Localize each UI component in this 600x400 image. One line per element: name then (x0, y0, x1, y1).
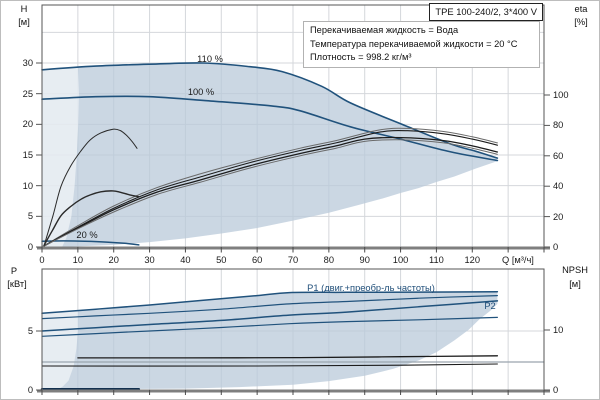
q-tick-label: 10 (72, 255, 84, 265)
x-axis-bar-top (37, 246, 550, 250)
eta-arc-tall (43, 128, 138, 246)
info-line-density: Плотность = 998.2 кг/м³ (310, 52, 412, 62)
q-tick-label: 90 (359, 255, 370, 265)
eta-curve-4 (41, 139, 498, 248)
q-tick-label: 60 (251, 255, 263, 265)
h-tick-label: 15 (22, 150, 33, 160)
h-tick-label: 10 (22, 180, 33, 191)
q-tick-label: 20 (108, 255, 119, 265)
eta-tick-label: 100 (553, 90, 569, 100)
q-tick-label: 70 (287, 255, 299, 265)
q-tick-label: 50 (216, 255, 227, 265)
p1-min-curve (41, 295, 498, 320)
npsh-tick-label: 10 (553, 325, 564, 335)
label-100pct: 100 % (187, 87, 215, 97)
h-axis-unit: [м] (18, 17, 30, 27)
npsh-tick-label: 0 (553, 385, 559, 395)
eta-tick-label: 0 (553, 242, 559, 252)
p-axis-title: P (10, 266, 18, 276)
eta-tick-label: 60 (553, 150, 564, 161)
q-tick-label: 110 (429, 255, 444, 265)
q-axis-label: Q [м³/ч] (502, 255, 534, 265)
q-tick-label: 120 (464, 255, 481, 265)
npsh-axis-title: NPSH (562, 265, 588, 275)
npsh-axis-unit: [м] (569, 279, 581, 289)
eta-axis-title: eta (574, 4, 588, 14)
p-axis-unit: [кВт] (7, 279, 27, 289)
q-tick-label: 40 (180, 255, 191, 265)
p-tick-label: 0 (27, 385, 33, 395)
q-tick-label: 0 (39, 255, 45, 265)
h-tick-label: 25 (22, 88, 33, 99)
p2-min-curve (41, 316, 498, 337)
eta-curve-2 (41, 130, 498, 248)
label-20pct: 20 % (76, 230, 98, 240)
p2-max-curve (41, 300, 499, 332)
eta-axis-unit: [%] (574, 17, 588, 27)
label-110pct: 110 % (197, 54, 223, 64)
p-tick-label: 5 (27, 326, 33, 336)
q-tick-label: 80 (323, 255, 335, 265)
x-axis-bar-bottom (37, 389, 550, 393)
h-tick-label: 20 (22, 119, 33, 130)
label-p1: P1 (двиг.+преобр-ль частоты) (307, 283, 435, 293)
eta-tick-label: 20 (553, 211, 564, 222)
pump-type-title-box: TPE 100-240/2, 3*400 V (429, 3, 543, 21)
p1-max-curve (41, 291, 499, 315)
h-tick-label: 0 (27, 242, 33, 252)
eta-tick-label: 40 (553, 181, 564, 192)
eta-tick-label: 80 (553, 120, 564, 131)
eta-curve-1 (41, 127, 498, 248)
eta-arc-small (43, 190, 140, 246)
low-flow-strip (42, 67, 79, 247)
info-line-liquid: Перекачиваемая жидкость = Вода (310, 25, 459, 35)
h-tick-label: 30 (22, 58, 33, 68)
power-black-line (41, 363, 498, 367)
q-tick-label: 100 (392, 255, 409, 265)
hq-curve-110pct (41, 62, 499, 159)
label-p2: P2 (484, 301, 496, 311)
h-tick-label: 5 (27, 211, 33, 222)
q-tick-label: 30 (144, 255, 155, 265)
eta-curve-3 (41, 136, 499, 248)
hq-curve-100pct (41, 95, 499, 162)
h-axis-title: H (20, 4, 28, 14)
info-line-temperature: Температура перекачиваемой жидкости = 20… (310, 38, 518, 49)
hq-curve-20pct (41, 240, 140, 246)
liquid-info-box: Перекачиваемая жидкость = Вода Температу… (303, 21, 540, 68)
npsh-curve (77, 355, 499, 359)
